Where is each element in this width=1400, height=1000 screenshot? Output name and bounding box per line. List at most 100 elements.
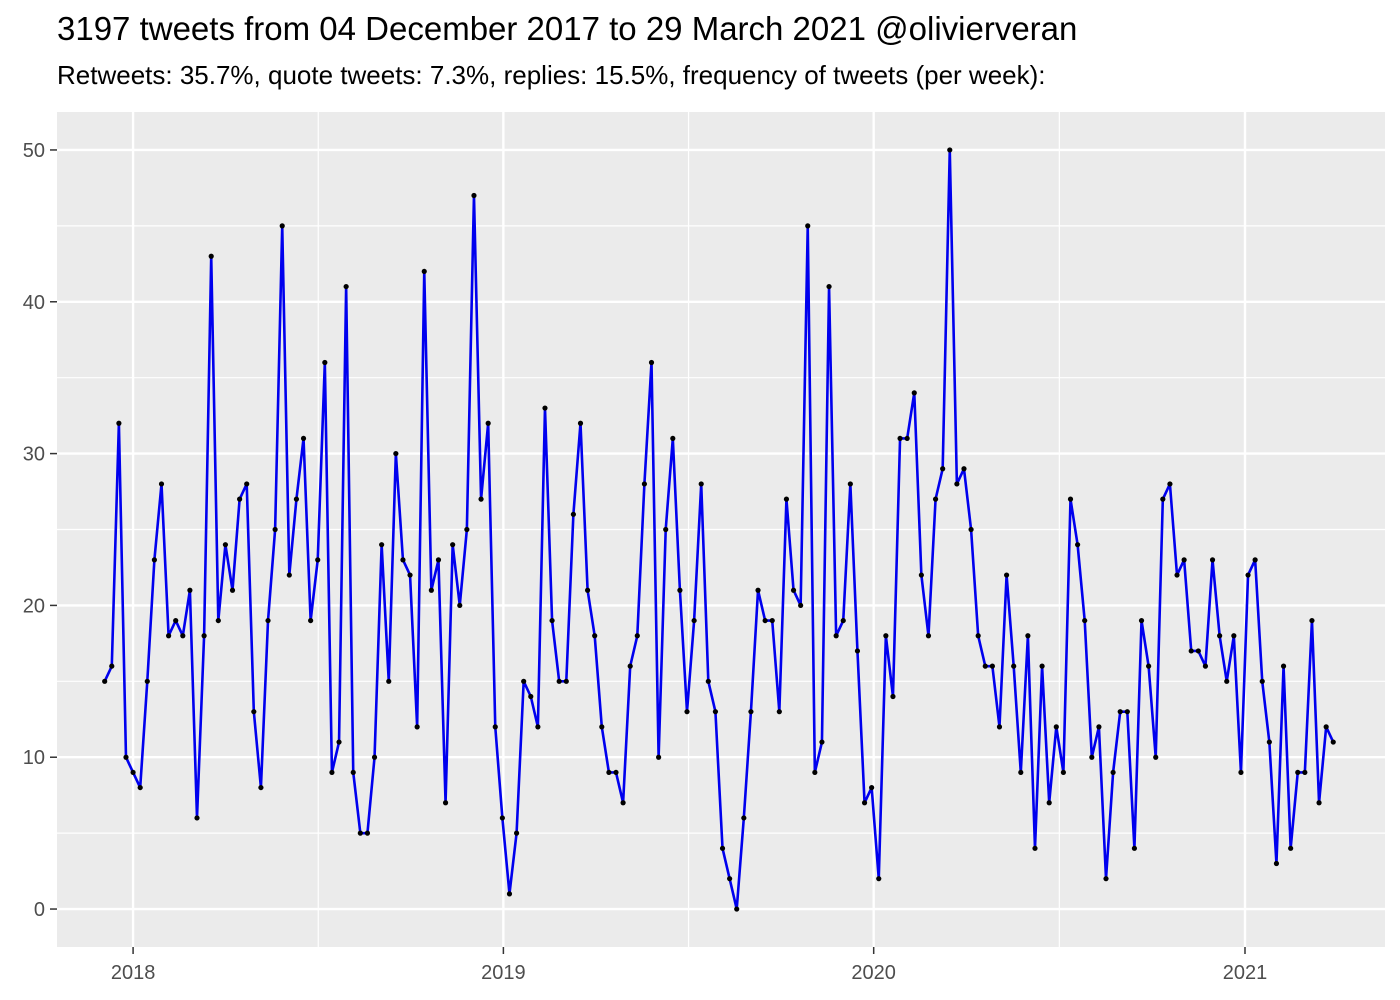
data-point bbox=[1003, 572, 1010, 578]
data-point bbox=[300, 435, 307, 442]
data-point bbox=[549, 617, 555, 624]
data-point bbox=[322, 359, 328, 366]
data-point bbox=[840, 617, 846, 624]
data-point bbox=[1018, 769, 1024, 776]
data-point bbox=[663, 526, 669, 533]
y-tick-label: 30 bbox=[23, 444, 45, 466]
data-point bbox=[1146, 663, 1152, 669]
data-point bbox=[116, 420, 122, 426]
data-point bbox=[1188, 648, 1194, 654]
data-point bbox=[648, 359, 655, 366]
x-tick-label: 2018 bbox=[111, 962, 156, 984]
axis-ticks bbox=[50, 149, 1246, 954]
data-point bbox=[279, 223, 285, 229]
data-point bbox=[386, 678, 392, 684]
data-point bbox=[457, 602, 463, 609]
data-point bbox=[1025, 633, 1031, 639]
data-point bbox=[627, 663, 633, 669]
data-point bbox=[499, 815, 505, 821]
data-point bbox=[528, 693, 534, 700]
data-point bbox=[350, 769, 356, 776]
data-point bbox=[698, 481, 704, 487]
data-point bbox=[712, 709, 719, 715]
data-point bbox=[371, 754, 378, 760]
data-point bbox=[379, 542, 385, 548]
data-point bbox=[137, 784, 143, 791]
data-point bbox=[364, 830, 371, 836]
data-point bbox=[1124, 709, 1130, 715]
data-point bbox=[1330, 739, 1336, 745]
data-point bbox=[670, 435, 676, 442]
data-point bbox=[1110, 769, 1116, 776]
data-point bbox=[151, 557, 157, 563]
data-point bbox=[1302, 769, 1308, 776]
data-point bbox=[1082, 617, 1088, 624]
data-point bbox=[769, 617, 775, 624]
data-point bbox=[1288, 845, 1294, 851]
data-point bbox=[975, 633, 981, 639]
data-point bbox=[535, 724, 541, 730]
data-point bbox=[577, 420, 584, 426]
data-point bbox=[1089, 754, 1095, 760]
data-point bbox=[790, 587, 797, 593]
data-point bbox=[1153, 754, 1159, 760]
data-point bbox=[1266, 739, 1272, 745]
data-point bbox=[897, 435, 903, 442]
data-point bbox=[968, 526, 974, 533]
x-tick-label: 2019 bbox=[481, 962, 526, 984]
data-point bbox=[308, 617, 314, 624]
data-point bbox=[542, 405, 548, 411]
data-point bbox=[336, 739, 342, 745]
x-tick-labels: 2018 2019 2020 2021 bbox=[111, 962, 1267, 984]
data-point bbox=[1309, 617, 1315, 624]
data-point bbox=[656, 754, 662, 760]
data-point bbox=[1224, 678, 1230, 684]
data-point bbox=[734, 906, 740, 912]
data-point bbox=[911, 390, 917, 396]
data-point bbox=[556, 678, 562, 684]
data-point bbox=[393, 450, 399, 457]
chart-subtitle: Retweets: 35.7%, quote tweets: 7.3%, rep… bbox=[57, 60, 1046, 90]
data-point bbox=[450, 542, 456, 548]
data-point bbox=[329, 769, 335, 776]
data-point bbox=[620, 800, 626, 806]
data-point bbox=[315, 557, 321, 563]
data-point bbox=[1231, 633, 1237, 639]
data-point bbox=[918, 572, 924, 578]
data-point bbox=[876, 876, 882, 882]
data-point bbox=[258, 784, 264, 791]
data-point bbox=[996, 724, 1003, 730]
data-point bbox=[357, 830, 363, 836]
x-tick-label: 2021 bbox=[1223, 962, 1268, 984]
data-point bbox=[584, 587, 591, 593]
data-point bbox=[428, 587, 434, 593]
data-point bbox=[1316, 800, 1322, 806]
data-point bbox=[563, 678, 569, 684]
data-point bbox=[208, 253, 214, 259]
series-points bbox=[102, 147, 1336, 912]
data-point bbox=[719, 845, 726, 851]
minor-gridlines bbox=[57, 112, 1385, 947]
data-point bbox=[1032, 845, 1038, 851]
data-point bbox=[229, 587, 236, 593]
y-tick-label: 50 bbox=[23, 140, 45, 162]
data-point bbox=[1075, 542, 1081, 548]
data-point bbox=[222, 542, 229, 548]
data-point bbox=[166, 633, 172, 639]
data-point bbox=[464, 526, 470, 533]
data-point bbox=[854, 648, 861, 654]
data-point bbox=[158, 481, 165, 487]
data-point bbox=[187, 587, 193, 593]
data-point bbox=[506, 891, 513, 897]
data-point bbox=[748, 709, 754, 715]
data-point bbox=[130, 769, 136, 776]
data-point bbox=[1160, 496, 1166, 502]
data-point bbox=[1060, 769, 1066, 776]
data-point bbox=[180, 633, 186, 639]
data-point bbox=[570, 511, 576, 517]
data-point bbox=[776, 709, 782, 715]
data-point bbox=[741, 815, 747, 821]
y-tick-label: 10 bbox=[23, 747, 45, 769]
data-point bbox=[677, 587, 683, 593]
